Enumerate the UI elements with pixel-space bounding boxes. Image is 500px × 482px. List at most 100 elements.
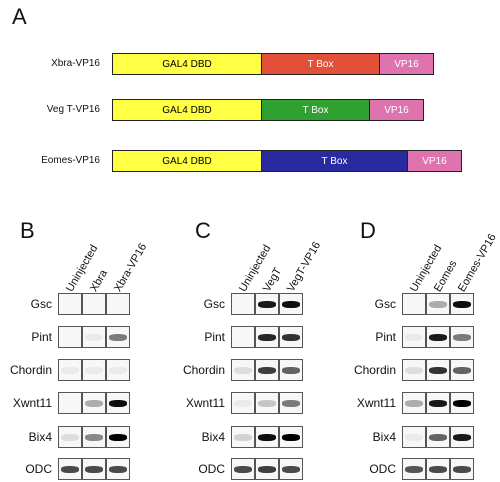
blot-band bbox=[404, 434, 424, 441]
blot-band bbox=[404, 334, 424, 341]
blot-lane bbox=[402, 359, 426, 381]
gene-label: Chordin bbox=[9, 363, 52, 377]
blot-lane bbox=[450, 359, 474, 381]
blot-lane bbox=[279, 359, 303, 381]
blot-band bbox=[257, 400, 277, 407]
blot-band bbox=[452, 367, 472, 374]
gene-label: Chordin bbox=[182, 363, 225, 377]
blot-lane bbox=[106, 293, 130, 315]
blot-lane bbox=[231, 359, 255, 381]
blot-band bbox=[452, 434, 472, 441]
blot-lane bbox=[82, 293, 106, 315]
construct-segment: GAL4 DBD bbox=[113, 54, 261, 74]
blot-band bbox=[84, 466, 104, 473]
construct-segment: VP16 bbox=[407, 151, 461, 171]
blot-lane bbox=[58, 293, 82, 315]
gene-label: ODC bbox=[198, 462, 225, 476]
lane-label: Xbra-VP16 bbox=[112, 241, 150, 294]
lane-label: Xbra bbox=[88, 267, 111, 294]
blot-lane bbox=[82, 426, 106, 448]
blot-lane bbox=[402, 426, 426, 448]
blot-band bbox=[233, 367, 253, 374]
blot-lane bbox=[106, 426, 130, 448]
blot-lane bbox=[255, 392, 279, 414]
gene-label: Gsc bbox=[374, 297, 396, 311]
construct-segment: T Box bbox=[261, 100, 369, 120]
gene-label: Bix4 bbox=[372, 430, 396, 444]
construct-bar: GAL4 DBD T Box VP16 bbox=[112, 99, 424, 121]
blot-band bbox=[257, 334, 277, 341]
construct-segment: GAL4 DBD bbox=[113, 151, 261, 171]
construct-name: Eomes-VP16 bbox=[41, 155, 100, 166]
blot-band bbox=[428, 301, 448, 308]
blot-band bbox=[281, 301, 301, 308]
blot-lane bbox=[255, 426, 279, 448]
blot-lane bbox=[450, 426, 474, 448]
blot-lane bbox=[279, 326, 303, 348]
blot-band bbox=[404, 466, 424, 473]
blot-lane bbox=[231, 392, 255, 414]
construct-bar: GAL4 DBD T Box VP16 bbox=[112, 150, 462, 172]
blot-lane bbox=[255, 458, 279, 480]
blot-band bbox=[60, 434, 80, 441]
construct-name: Xbra-VP16 bbox=[51, 58, 100, 69]
blot-band bbox=[281, 400, 301, 407]
lane-label: VegT bbox=[261, 265, 285, 294]
blot-lane bbox=[279, 392, 303, 414]
construct-name: Veg T-VP16 bbox=[46, 104, 100, 115]
construct-segment: T Box bbox=[261, 151, 407, 171]
panel-letter: D bbox=[360, 218, 376, 243]
blot-band bbox=[428, 434, 448, 441]
blot-band bbox=[84, 434, 104, 441]
blot-lane bbox=[58, 326, 82, 348]
blot-lane bbox=[402, 392, 426, 414]
blot-band bbox=[257, 367, 277, 374]
blot-lane bbox=[255, 293, 279, 315]
panel-letter-a: A bbox=[12, 4, 27, 29]
blot-lane bbox=[450, 392, 474, 414]
blot-band bbox=[233, 466, 253, 473]
blot-lane bbox=[58, 458, 82, 480]
blot-band bbox=[257, 466, 277, 473]
blot-lane bbox=[279, 293, 303, 315]
blot-lane bbox=[450, 293, 474, 315]
blot-lane bbox=[450, 458, 474, 480]
blot-band bbox=[84, 367, 104, 374]
blot-band bbox=[84, 400, 104, 407]
blot-band bbox=[281, 466, 301, 473]
blot-lane bbox=[106, 458, 130, 480]
blot-lane bbox=[231, 326, 255, 348]
blot-lane bbox=[426, 458, 450, 480]
gene-label: Gsc bbox=[203, 297, 225, 311]
blot-band bbox=[257, 301, 277, 308]
gene-label: Xwnt11 bbox=[356, 396, 396, 410]
blot-band bbox=[108, 367, 128, 374]
blot-band bbox=[404, 400, 424, 407]
blot-band bbox=[60, 466, 80, 473]
blot-band bbox=[257, 434, 277, 441]
blot-lane bbox=[426, 392, 450, 414]
lane-label: VegT-VP16 bbox=[285, 239, 324, 294]
blot-lane bbox=[58, 359, 82, 381]
blot-lane bbox=[426, 359, 450, 381]
blot-lane bbox=[402, 326, 426, 348]
blot-band bbox=[428, 334, 448, 341]
blot-lane bbox=[58, 392, 82, 414]
blot-lane bbox=[82, 458, 106, 480]
blot-lane bbox=[450, 326, 474, 348]
gene-label: Bix4 bbox=[201, 430, 225, 444]
blot-lane bbox=[231, 426, 255, 448]
blot-lane bbox=[82, 326, 106, 348]
gene-label: ODC bbox=[25, 462, 52, 476]
panel-letter: B bbox=[20, 218, 35, 243]
blot-band bbox=[428, 466, 448, 473]
blot-band bbox=[452, 400, 472, 407]
gene-label: ODC bbox=[369, 462, 396, 476]
blot-band bbox=[428, 400, 448, 407]
blot-band bbox=[452, 301, 472, 308]
blot-lane bbox=[106, 392, 130, 414]
blot-lane bbox=[426, 293, 450, 315]
blot-band bbox=[60, 367, 80, 374]
lane-label: Eomes-VP16 bbox=[456, 231, 499, 294]
blot-band bbox=[108, 434, 128, 441]
